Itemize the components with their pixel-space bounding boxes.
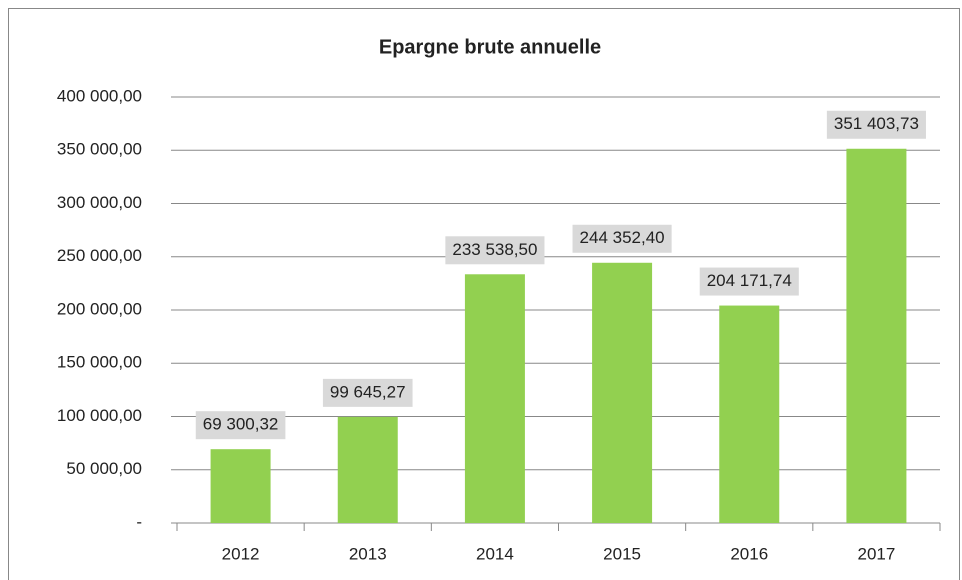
x-tick-label: 2012 [222, 544, 260, 563]
y-tick-label: 50 000,00 [66, 459, 142, 478]
data-label-box [826, 110, 926, 139]
x-tick-label: 2016 [730, 544, 768, 563]
y-tick-label: 100 000,00 [57, 406, 142, 425]
data-label: 351 403,73 [834, 114, 919, 133]
data-label-box [699, 267, 799, 296]
y-tick-label: 350 000,00 [57, 140, 142, 159]
bar [846, 148, 907, 524]
bar [210, 449, 271, 523]
bar [464, 274, 525, 523]
x-tick-label: 2014 [476, 544, 514, 563]
x-tick-label: 2013 [349, 544, 387, 563]
data-label-box [572, 224, 672, 253]
data-label: 204 171,74 [707, 271, 792, 290]
data-label-box [445, 236, 545, 265]
y-tick-label: 150 000,00 [57, 353, 142, 372]
data-label: 244 352,40 [580, 228, 665, 247]
bar [337, 416, 398, 523]
y-tick-label: 400 000,00 [57, 86, 142, 105]
y-tick-label: 200 000,00 [57, 299, 142, 318]
chart-title: Epargne brute annuelle [379, 36, 601, 58]
bar [719, 305, 780, 523]
data-label: 69 300,32 [203, 415, 279, 434]
data-label-box [322, 378, 413, 407]
data-label: 99 645,27 [330, 382, 406, 401]
data-label-box [195, 411, 286, 440]
data-label: 233 538,50 [452, 240, 537, 259]
y-tick-label: 300 000,00 [57, 193, 142, 212]
y-tick-label: 250 000,00 [57, 246, 142, 265]
bar [592, 262, 653, 523]
x-tick-label: 2015 [603, 544, 641, 563]
x-tick-label: 2017 [858, 544, 896, 563]
y-tick-label: - [136, 512, 142, 531]
